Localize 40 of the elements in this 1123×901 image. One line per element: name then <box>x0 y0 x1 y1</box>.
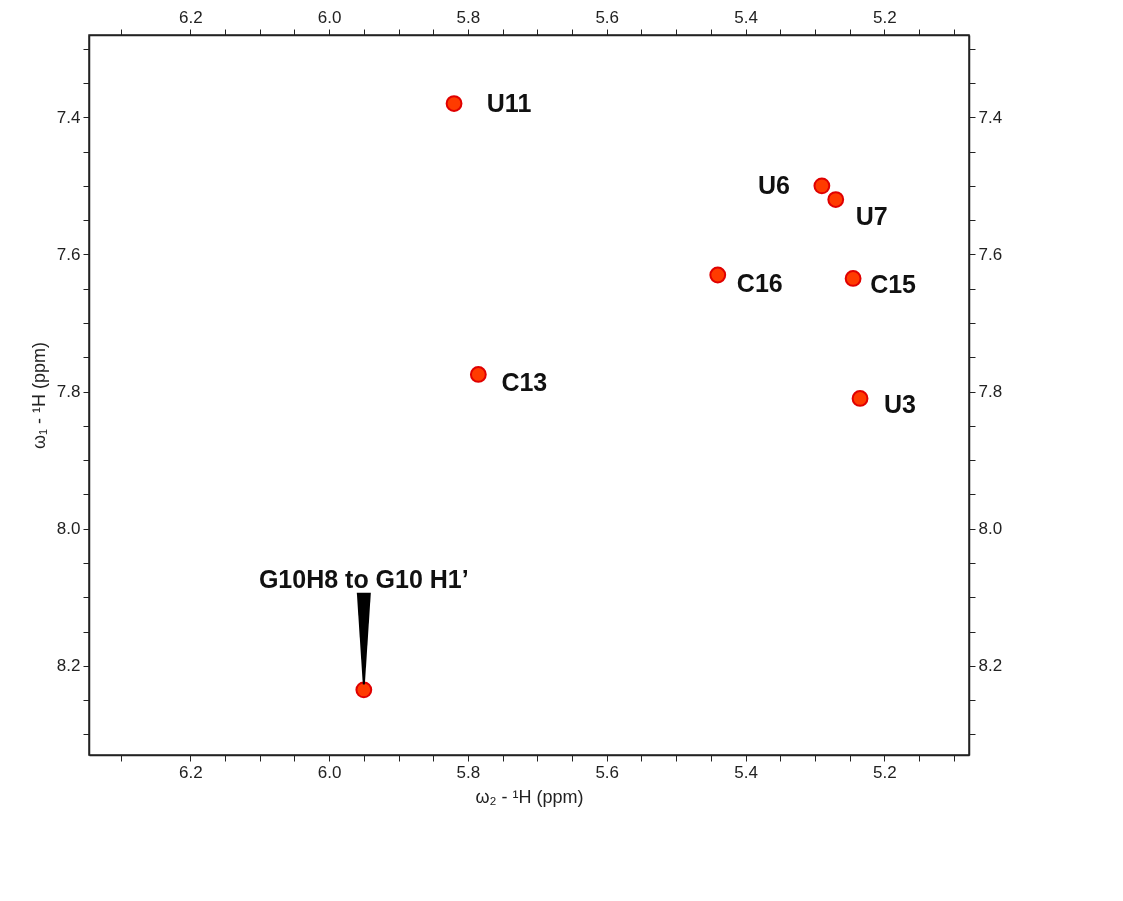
annotation: U6 <box>757 170 790 199</box>
point <box>844 270 862 287</box>
point <box>709 266 727 284</box>
point <box>851 390 869 407</box>
annotation: U11 <box>486 88 532 117</box>
x2-tick-label: 6.0 <box>317 7 342 27</box>
x-tick-label: 5.6 <box>595 762 620 782</box>
point <box>355 681 373 699</box>
y-tick-label: 8.2 <box>56 656 81 676</box>
y2-tick-label: 7.6 <box>978 244 1003 264</box>
y-tick-label: 7.6 <box>56 244 81 264</box>
x2-tick-label: 5.4 <box>734 7 758 27</box>
y2-tick-label: 8.0 <box>978 519 1003 539</box>
x2-tick-label: 5.8 <box>456 7 481 27</box>
annotation: U7 <box>855 201 888 230</box>
x-tick-label: 5.4 <box>734 762 758 782</box>
x2-tick-label: 6.2 <box>179 7 203 27</box>
annotation: C13 <box>501 368 548 397</box>
x2-tick-label: 5.2 <box>873 7 897 27</box>
point <box>827 191 845 208</box>
annotation: C15 <box>870 270 917 299</box>
point <box>813 177 831 195</box>
x-axis-title: ω₂ - ¹H (ppm) <box>475 786 584 807</box>
y-axis-title: ω₁ - ¹H (ppm) <box>28 341 49 450</box>
x-tick-label: 5.2 <box>873 762 897 782</box>
x-tick-label: 6.2 <box>179 762 203 782</box>
y2-tick-label: 7.8 <box>978 382 1003 402</box>
y-tick-label: 7.8 <box>56 382 81 402</box>
point <box>469 366 487 383</box>
annotation: C16 <box>736 269 783 297</box>
point <box>445 95 463 112</box>
x2-tick-label: 5.6 <box>595 7 620 27</box>
annotation: G10H8 to G10 H1’ <box>258 564 469 593</box>
y-tick-label: 7.4 <box>56 107 81 127</box>
y2-tick-label: 7.4 <box>978 107 1003 127</box>
x-tick-label: 5.8 <box>456 762 481 782</box>
x-tick-label: 6.0 <box>317 762 342 782</box>
annotation: U3 <box>884 390 917 419</box>
y2-tick-label: 8.2 <box>978 656 1003 676</box>
y-tick-label: 8.0 <box>56 519 81 539</box>
